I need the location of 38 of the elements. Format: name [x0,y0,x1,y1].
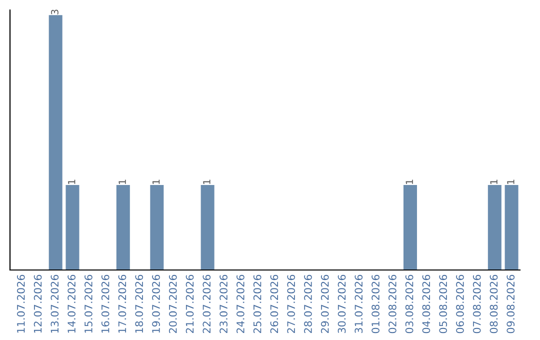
data-label: 1 [490,180,498,184]
x-tick-label: 09.08.2026 [506,274,515,334]
x-tick-label: 23.07.2026 [220,274,228,334]
x-tick-label: 16.07.2026 [101,274,110,333]
data-label: 1 [118,180,126,184]
x-tick-label: 08.08.2026 [490,274,498,334]
x-tick-label: 02.08.2026 [388,274,396,334]
x-tick-label: 26.07.2026 [270,274,278,334]
x-tick-label: 14.07.2026 [68,274,76,333]
x-tick-label: 29.07.2026 [320,274,329,334]
x-tick-label: 27.07.2026 [287,274,296,334]
x-tick-label: 11.07.2026 [16,274,25,333]
data-label: 1 [152,180,160,184]
x-tick-label: 31.07.2026 [354,274,363,334]
x-tick-label: 12.07.2026 [34,274,42,333]
x-tick-label: 13.07.2026 [50,274,59,333]
data-label: 1 [406,180,413,184]
x-tick-label: 24.07.2026 [236,274,244,334]
x-tick-label: 06.08.2026 [456,274,464,334]
x-tick-label: 21.07.2026 [186,274,194,334]
x-tick-label: 20.07.2026 [168,274,177,334]
x-tick-label: 18.07.2026 [135,274,144,333]
data-label: 1 [507,180,514,184]
data-label: 1 [203,180,210,184]
x-tick-label: 25.07.2026 [253,274,262,334]
data-label: 3 [51,10,58,14]
data-label: 1 [68,180,76,184]
x-tick-label: 05.08.2026 [439,274,448,334]
x-tick-label: 01.08.2026 [372,274,380,334]
x-tick-label: 03.08.2026 [405,274,414,334]
x-tick-label: 04.08.2026 [422,274,430,334]
x-tick-label: 15.07.2026 [84,274,92,333]
x-tick-label: 22.07.2026 [202,274,211,334]
x-tick-label: 07.08.2026 [472,274,481,334]
x-tick-label: 28.07.2026 [304,274,312,334]
x-tick-label: 30.07.2026 [338,274,346,334]
x-tick-label: 17.07.2026 [118,274,126,333]
x-tick-label: 19.07.2026 [152,274,160,333]
